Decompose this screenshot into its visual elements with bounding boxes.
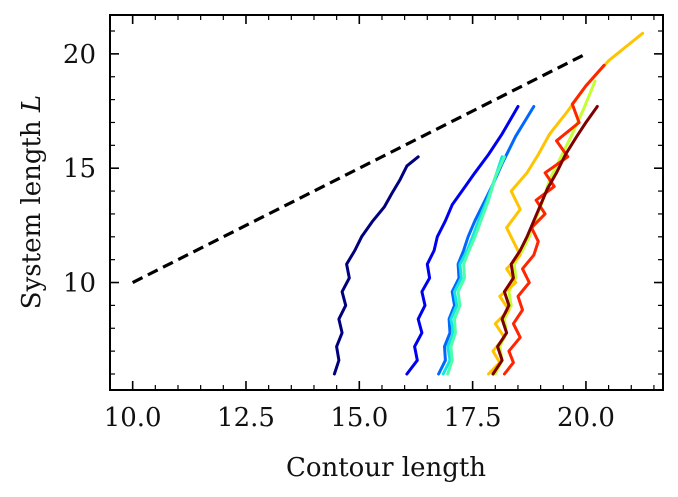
series-layer [131,31,645,376]
tick-layer: 10.0 12.5 15.0 17.5 20.0 10 15 20 [63,15,663,433]
series-line-series-8 [502,63,606,376]
series-line-series-4 [441,155,504,376]
series-line-series-2 [405,105,520,376]
plot-frame [109,14,664,391]
x-axis-label: Contour length [286,453,486,483]
y-tick-label: 15 [63,154,96,184]
series-line-series-1 [332,155,420,376]
y-axis-label: System length L [17,95,47,309]
x-tick-label: 15.0 [330,403,388,433]
x-tick-label: 12.5 [217,403,275,433]
x-tick-label: 10.0 [104,403,162,433]
x-tick-label: 17.5 [444,403,502,433]
series-line-series-5 [446,155,506,376]
y-axis-label-text: System length [17,112,47,309]
series-line-series-7 [487,31,645,376]
y-tick-label: 20 [63,40,96,70]
y-axis-label-variable: L [17,95,47,113]
series-line-series-9 [491,105,599,376]
x-tick-label: 20.0 [557,403,615,433]
y-tick-label: 10 [63,269,96,299]
